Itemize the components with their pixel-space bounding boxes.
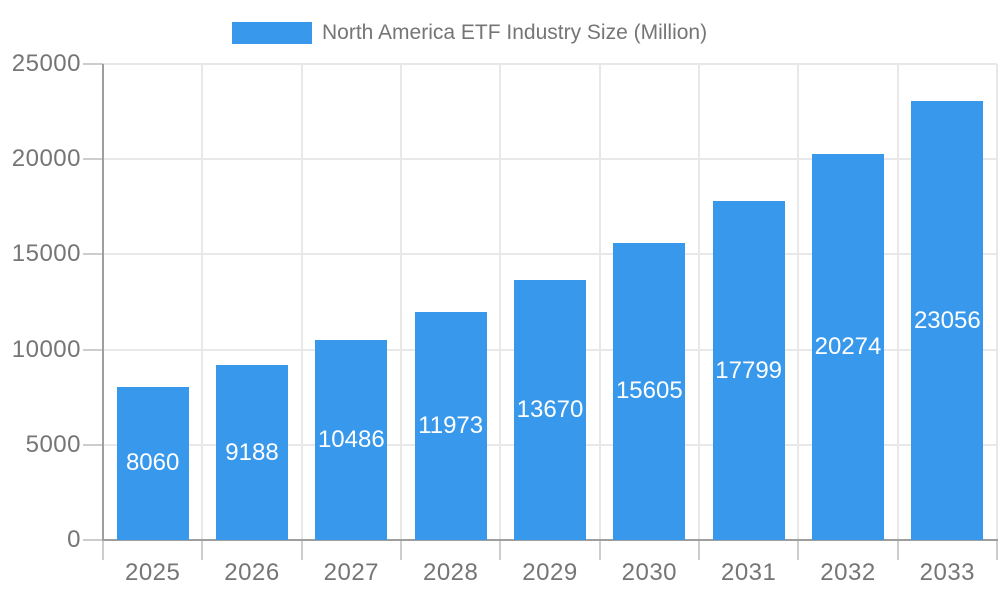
bar-value-label: 9188 <box>225 438 279 466</box>
x-tick-mark <box>201 540 204 560</box>
bar-value-label: 17799 <box>715 356 783 384</box>
x-tick-label: 2033 <box>919 559 976 586</box>
x-gridline <box>400 64 402 540</box>
x-tick-label: 2030 <box>621 559 678 586</box>
y-tick-mark <box>83 253 103 256</box>
x-tick-mark <box>797 540 800 560</box>
legend-item[interactable]: North America ETF Industry Size (Million… <box>232 21 708 44</box>
x-tick-mark <box>499 540 502 560</box>
bar-value-label: 20274 <box>814 332 882 360</box>
x-tick-label: 2026 <box>224 559 280 586</box>
y-axis-line <box>102 64 104 540</box>
y-tick-mark <box>83 348 103 351</box>
y-gridline <box>103 253 997 256</box>
x-gridline <box>201 64 204 540</box>
bar-value-label: 15605 <box>615 377 683 405</box>
x-gridline <box>698 64 700 540</box>
x-tick-mark <box>102 540 104 560</box>
x-tick-label: 2028 <box>422 559 479 586</box>
x-gridline <box>996 64 998 540</box>
y-tick-mark <box>83 443 103 446</box>
x-tick-mark <box>400 540 402 560</box>
bar-value-label: 11973 <box>418 412 484 440</box>
x-tick-label: 2025 <box>124 559 181 586</box>
y-tick-mark <box>83 63 103 65</box>
y-gridline <box>103 158 997 161</box>
y-tick-label: 10000 <box>11 335 81 363</box>
bar <box>613 242 686 540</box>
y-tick-label: 0 <box>67 526 81 553</box>
x-gridline <box>300 64 303 540</box>
bar-value-label: 13670 <box>516 395 584 423</box>
x-tick-mark <box>598 540 601 560</box>
bar-value-label: 23056 <box>913 306 981 334</box>
y-tick-mark <box>83 539 103 541</box>
bar <box>414 312 487 540</box>
y-tick-label: 25000 <box>11 50 81 77</box>
x-gridline <box>598 64 601 540</box>
bar <box>712 201 785 540</box>
bar <box>216 365 288 540</box>
bar <box>812 153 884 540</box>
bar <box>315 340 388 540</box>
x-gridline <box>499 64 502 540</box>
y-gridline <box>103 63 997 65</box>
x-gridline <box>896 64 899 540</box>
x-tick-label: 2031 <box>720 559 777 586</box>
x-tick-mark <box>698 540 700 560</box>
bar <box>116 386 189 540</box>
x-tick-mark <box>300 540 303 560</box>
x-tick-mark <box>896 540 899 560</box>
y-tick-label: 15000 <box>11 240 81 268</box>
x-axis-line <box>102 539 998 541</box>
bar <box>514 279 586 540</box>
bar-value-label: 10486 <box>317 426 385 454</box>
x-gridline <box>797 64 800 540</box>
x-tick-label: 2029 <box>522 559 578 586</box>
y-tick-mark <box>83 158 103 161</box>
bar-value-label: 8060 <box>125 449 180 477</box>
legend-label: North America ETF Industry Size (Million… <box>322 21 708 44</box>
bar <box>911 101 984 540</box>
x-tick-label: 2032 <box>820 559 876 586</box>
y-tick-label: 5000 <box>25 430 81 458</box>
legend-swatch <box>232 22 312 44</box>
x-tick-label: 2027 <box>323 559 380 586</box>
y-tick-label: 20000 <box>11 145 81 173</box>
x-tick-mark <box>996 540 998 560</box>
